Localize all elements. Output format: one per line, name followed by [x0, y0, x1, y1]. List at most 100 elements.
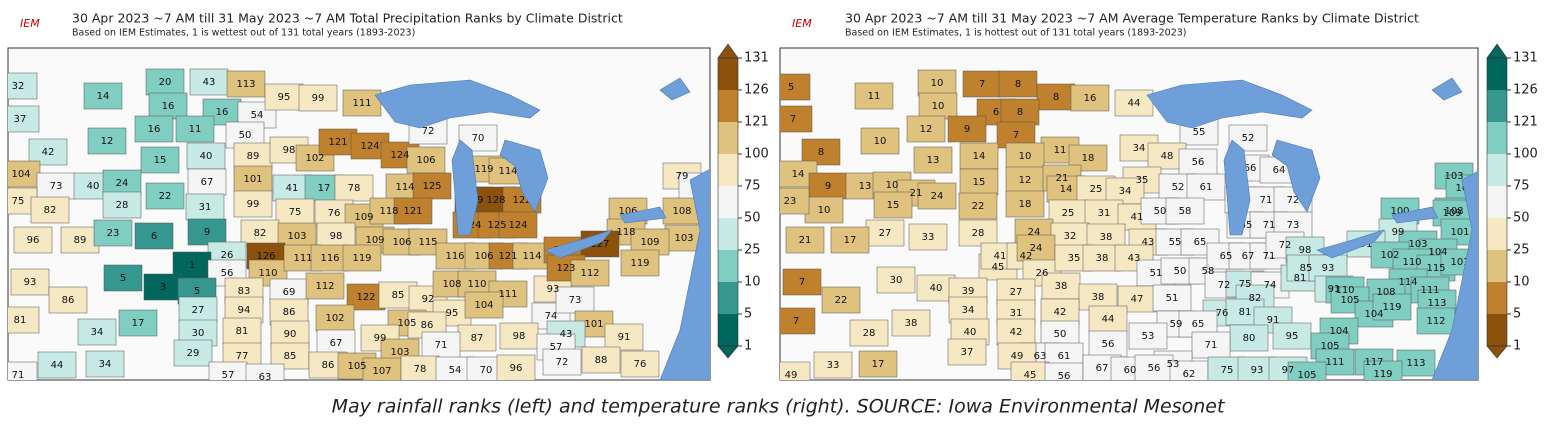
district — [785, 226, 825, 254]
water — [1391, 206, 1439, 224]
district-rank: 21 — [1056, 173, 1069, 184]
district-rank: 51 — [1166, 293, 1179, 304]
district-rank: 123 — [556, 263, 575, 274]
colorbar-bin — [1487, 58, 1507, 90]
colorbar-label: 10 — [1513, 275, 1530, 290]
district-rank: 14 — [792, 169, 805, 180]
district-rank: 65 — [1192, 319, 1205, 330]
district — [916, 274, 956, 302]
district-rank: 56 — [1192, 157, 1205, 168]
district-rank: 119 — [1373, 369, 1392, 380]
district-rank: 112 — [1426, 316, 1445, 327]
district-rank: 24 — [931, 191, 944, 202]
district-rank: 29 — [187, 348, 200, 359]
district — [1070, 84, 1110, 112]
district-rank: 109 — [1442, 208, 1461, 219]
district-rank: 72 — [422, 126, 435, 137]
colorbar-label: 126 — [744, 83, 769, 98]
district-rank: 103 — [390, 347, 409, 358]
district-rank: 105 — [1297, 370, 1316, 381]
district-rank: 109 — [640, 237, 659, 248]
district-rank: 114 — [498, 166, 517, 177]
district — [958, 192, 998, 220]
district-rank: 65 — [1220, 251, 1233, 262]
district-rank: 7 — [1013, 130, 1019, 141]
district-rank: 93 — [1322, 263, 1335, 274]
district — [342, 89, 382, 117]
district — [1416, 307, 1456, 335]
colorbar-frame — [717, 57, 739, 347]
district-rank: 122 — [512, 195, 531, 206]
district-rank: 111 — [1420, 285, 1439, 296]
district-rank: 11 — [868, 91, 881, 102]
district-rank: 75 — [1221, 365, 1234, 376]
district-rank: 8 — [1053, 92, 1059, 103]
district-rank: 57 — [550, 342, 563, 353]
district-rank: 5 — [194, 286, 200, 297]
district-rank: 41 — [286, 183, 299, 194]
district-rank: 57 — [222, 370, 235, 381]
district-rank: 7 — [790, 114, 796, 125]
district-rank: 93 — [24, 277, 37, 288]
district — [85, 350, 125, 378]
district — [298, 84, 338, 112]
district-rank: 80 — [1243, 333, 1256, 344]
district-rank: 52 — [1172, 182, 1185, 193]
district — [37, 351, 77, 379]
district-rank: 118 — [616, 227, 635, 238]
district — [318, 128, 358, 156]
district — [555, 286, 595, 314]
district — [134, 115, 174, 143]
district-rank: 74 — [545, 311, 558, 322]
district-rank: 81 — [236, 326, 249, 337]
district-rank: 10 — [874, 136, 887, 147]
colorbar-bin — [718, 218, 738, 250]
district-rank: 114 — [1398, 277, 1417, 288]
district — [245, 363, 285, 380]
temp-panel: IEM 30 Apr 2023 ~7 AM till 31 May 2023 ~7… — [779, 11, 1538, 381]
district — [83, 82, 123, 110]
district — [581, 346, 621, 374]
district — [464, 291, 504, 319]
colorbar-bin — [1487, 154, 1507, 186]
caption: May rainfall ranks (left) and temperatur… — [332, 396, 1226, 418]
district-rank: 13 — [859, 181, 872, 192]
district — [77, 318, 117, 346]
water — [1431, 170, 1478, 380]
district-rank: 105 — [397, 318, 416, 329]
district-rank: 104 — [1329, 326, 1348, 337]
district-rank: 7 — [793, 316, 799, 327]
district-rank: 107 — [372, 366, 391, 377]
district-rank: 73 — [1287, 220, 1300, 231]
district — [1114, 89, 1154, 117]
district-rank: 97 — [1282, 365, 1295, 376]
district-rank: 110 — [1402, 257, 1421, 268]
district-rank: 6 — [151, 231, 157, 242]
district-rank: 10 — [931, 78, 944, 89]
district — [233, 165, 273, 193]
district-rank: 26 — [1036, 268, 1049, 279]
district-rank: 7 — [979, 79, 985, 90]
district-rank: 54 — [251, 110, 264, 121]
district-rank: 22 — [972, 201, 985, 212]
water — [619, 206, 667, 224]
district — [913, 146, 953, 174]
district-rank: 8 — [1015, 79, 1021, 90]
district — [1178, 148, 1218, 176]
district-rank: 30 — [890, 275, 903, 286]
district-rank: 110 — [467, 279, 486, 290]
district-rank: 111 — [498, 289, 517, 300]
district — [103, 264, 143, 292]
colorbar-label: 5 — [1513, 307, 1521, 322]
district — [858, 350, 898, 378]
district-rank: 82 — [254, 228, 267, 239]
district-rank: 3 — [160, 282, 166, 293]
colorbar-label: 10 — [744, 275, 761, 290]
district — [1016, 234, 1056, 262]
district — [187, 218, 227, 246]
district-rank: 43 — [560, 329, 573, 340]
district — [305, 272, 345, 300]
district-rank: 91 — [618, 332, 631, 343]
map-title: 30 Apr 2023 ~7 AM till 31 May 2023 ~7 AM… — [845, 11, 1419, 26]
district-rank: 50 — [1154, 206, 1167, 217]
